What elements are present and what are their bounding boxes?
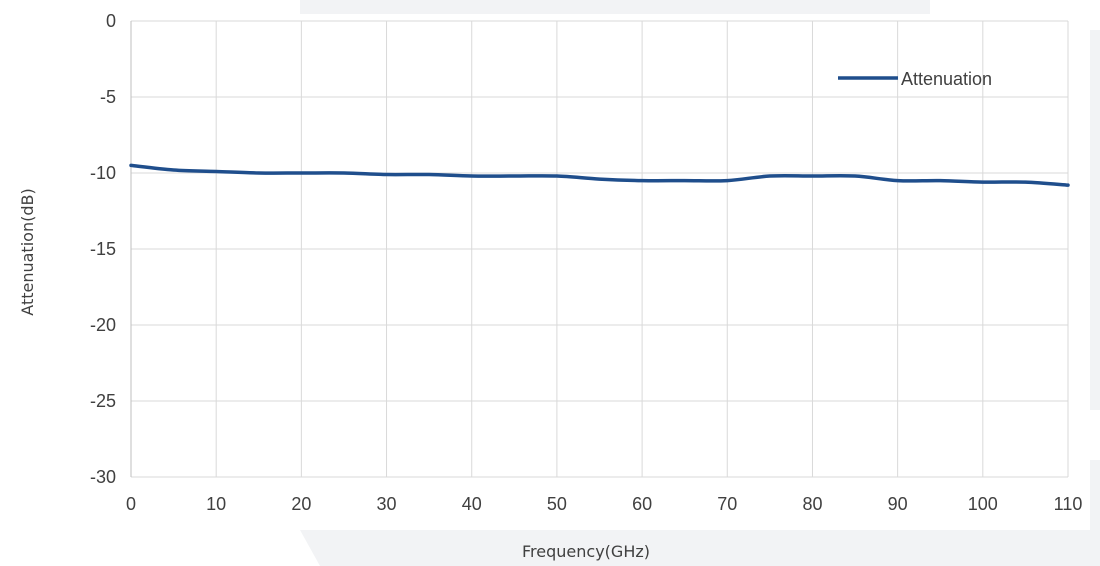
x-tick-label: 0 <box>126 494 136 514</box>
y-tick-label: -10 <box>90 163 116 183</box>
y-axis-title: Attenuation(dB) <box>18 188 37 315</box>
x-tick-label: 30 <box>377 494 397 514</box>
background-band-bottom <box>300 530 1100 566</box>
x-tick-label: 110 <box>1054 494 1083 514</box>
y-tick-label: -25 <box>90 391 116 411</box>
background-band-top <box>300 0 930 14</box>
y-tick-label: -30 <box>90 467 116 487</box>
x-tick-label: 100 <box>968 494 998 514</box>
x-tick-label: 70 <box>717 494 737 514</box>
background-band-right-lower <box>1090 460 1100 530</box>
x-tick-label: 90 <box>888 494 908 514</box>
x-tick-label: 80 <box>802 494 822 514</box>
x-tick-label: 50 <box>547 494 567 514</box>
y-tick-label: -5 <box>100 87 116 107</box>
background-band-right <box>1090 30 1100 410</box>
y-tick-label: 0 <box>106 11 116 31</box>
x-axis-title: Frequency(GHz) <box>522 542 650 561</box>
legend: Attenuation <box>838 69 992 89</box>
x-tick-label: 20 <box>291 494 311 514</box>
x-tick-label: 40 <box>462 494 482 514</box>
series-group <box>129 163 1070 187</box>
y-tick-labels: 0 -5 -10 -15 -20 -25 -30 <box>90 11 116 487</box>
x-tick-label: 60 <box>632 494 652 514</box>
series-line-attenuation <box>129 163 1070 187</box>
x-tick-labels: 0 10 20 30 40 50 60 70 80 90 100 110 <box>126 494 1082 514</box>
y-tick-label: -20 <box>90 315 116 335</box>
x-tick-label: 10 <box>206 494 226 514</box>
y-gridlines <box>130 20 1068 478</box>
legend-label: Attenuation <box>901 69 992 89</box>
y-tick-label: -15 <box>90 239 116 259</box>
